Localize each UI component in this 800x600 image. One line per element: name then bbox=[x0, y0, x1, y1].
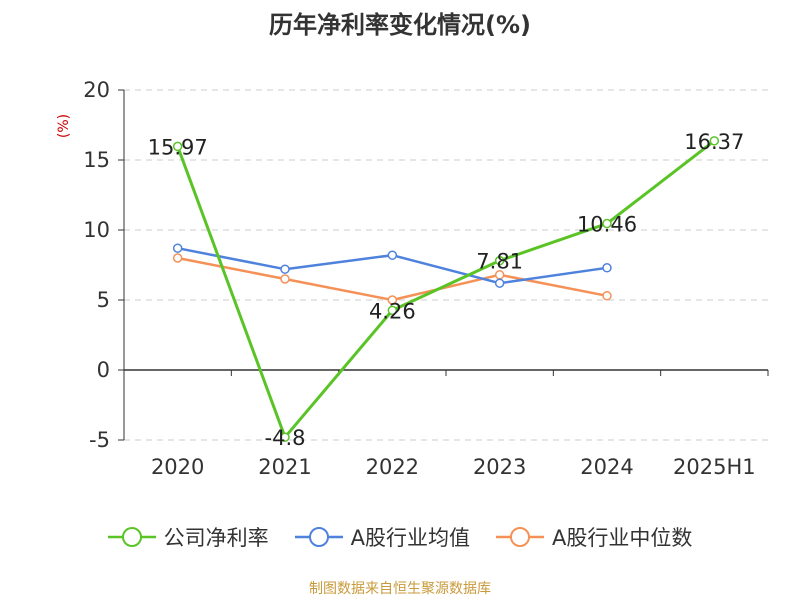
data-point[interactable] bbox=[602, 218, 612, 229]
x-tick-label: 2022 bbox=[366, 455, 419, 479]
data-point[interactable] bbox=[280, 432, 290, 442]
data-point[interactable] bbox=[602, 263, 612, 273]
legend-swatch bbox=[496, 527, 544, 547]
data-point[interactable] bbox=[709, 136, 720, 146]
data-point[interactable] bbox=[280, 274, 290, 284]
data-point[interactable] bbox=[280, 264, 290, 274]
series-layer bbox=[172, 136, 720, 442]
data-point[interactable] bbox=[172, 243, 183, 253]
data-point[interactable] bbox=[494, 255, 505, 266]
y-tick-label: 15 bbox=[83, 148, 110, 172]
legend: 公司净利率 A股行业均值 A股行业中位数 bbox=[0, 522, 800, 552]
legend-label: A股行业中位数 bbox=[552, 526, 693, 550]
data-label: -4.8 bbox=[265, 426, 306, 450]
data-label: 16.37 bbox=[684, 130, 744, 154]
data-point[interactable] bbox=[387, 305, 398, 316]
x-tick-label: 2020 bbox=[151, 455, 204, 479]
data-label: 7.81 bbox=[476, 250, 523, 274]
chart-title: 历年净利率变化情况(%) bbox=[269, 11, 531, 39]
y-tick-label: 10 bbox=[83, 218, 110, 242]
data-point[interactable] bbox=[387, 295, 398, 305]
data-label: 10.46 bbox=[577, 213, 637, 237]
source-note: 制图数据来自恒生聚源数据库 bbox=[309, 581, 491, 597]
data-point[interactable] bbox=[602, 291, 612, 301]
y-tick-label: 5 bbox=[97, 288, 110, 312]
legend-item-1[interactable]: A股行业均值 bbox=[294, 522, 470, 552]
x-tick-label: 2023 bbox=[473, 455, 526, 479]
x-tick-label: 2025H1 bbox=[673, 455, 756, 479]
y-tick-label: 0 bbox=[97, 358, 110, 382]
y-tick-label: -5 bbox=[89, 428, 110, 452]
data-point[interactable] bbox=[494, 278, 505, 288]
data-point[interactable] bbox=[172, 253, 183, 263]
x-tick-label: 2021 bbox=[258, 455, 311, 479]
data-point[interactable] bbox=[172, 141, 183, 152]
y-tick-label: 20 bbox=[83, 78, 110, 102]
legend-label: A股行业均值 bbox=[350, 526, 470, 550]
data-point[interactable] bbox=[387, 250, 398, 260]
y-axis-label: (%) bbox=[56, 114, 72, 138]
data-label: 4.26 bbox=[369, 299, 416, 323]
legend-swatch bbox=[107, 527, 156, 547]
series-line-0 bbox=[176, 139, 716, 439]
data-label-layer: 15.97 -4.8 4.26 7.81 10.46 16.37 bbox=[148, 130, 745, 450]
legend-item-2[interactable]: A股行业中位数 bbox=[496, 522, 692, 552]
legend-item-0[interactable]: 公司净利率 bbox=[107, 522, 269, 552]
grid-layer bbox=[124, 89, 768, 441]
series-line-2 bbox=[177, 256, 608, 302]
legend-label: 公司净利率 bbox=[163, 526, 269, 550]
x-tick-label: 2024 bbox=[580, 455, 633, 479]
legend-swatch bbox=[294, 527, 343, 547]
data-label: 15.97 bbox=[148, 135, 208, 159]
